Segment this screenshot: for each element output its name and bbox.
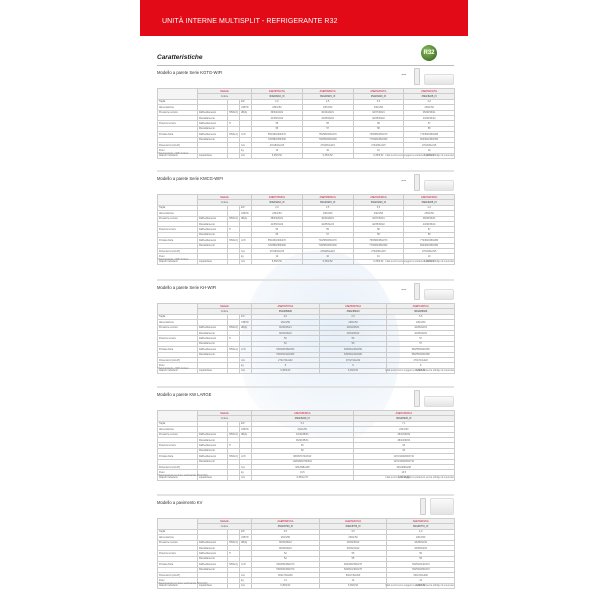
row-sublabel: Liquido/Gas xyxy=(197,152,228,160)
value-cell: 6,35/9,52 xyxy=(403,152,456,160)
header-row-model: Modello ASEH07KHCA ASEH09KHCA ASEH12KHCA xyxy=(157,302,455,315)
disclaimer: I dati tecnici sono soggetti a variazion… xyxy=(384,584,454,587)
remote-icon xyxy=(414,174,420,191)
value-cell: 6,35/9,52 xyxy=(251,152,303,160)
value-cell: 6,35/9,52 xyxy=(386,582,455,590)
section-title: Modello a parete Serie KMCG-WIFI xyxy=(157,176,224,181)
page-heading: Caratteristiche xyxy=(157,54,203,61)
footnote: * Telecomando + WiFi incluso xyxy=(157,152,189,155)
table-row: Riscaldamento 52 55 56 xyxy=(157,555,455,563)
header-blank xyxy=(157,518,198,530)
section-divider xyxy=(157,386,454,388)
wall-unit-icon xyxy=(424,396,454,407)
row-mode xyxy=(227,582,240,590)
row-unit: mm xyxy=(238,258,253,266)
header-row-code: Codice 3NGF89000 3NGF89010 3NGF89020 xyxy=(158,308,455,315)
table-row: Attacchi tubazioni Liquido/Gas mm 6,35/12,7… xyxy=(157,474,456,482)
value-cell: 6,35/9,52 xyxy=(318,367,388,375)
table-row: Taglia kW 2,0 2,5 3,5 4,2 xyxy=(157,204,456,212)
value-cell: 6,35/15,88 xyxy=(352,474,456,482)
title-banner: UNITÀ INTERNE MULTISPLIT - REFRIGERANTE … xyxy=(140,0,468,36)
value-cell: 6,35/9,52 xyxy=(251,367,320,375)
footnote: * Telecomando con timer settimanale INCL… xyxy=(157,582,208,585)
disclaimer: I dati tecnici sono soggetti a variazion… xyxy=(384,260,454,263)
table-row: Attacchi tubazioni Liquido/Gas mm 6,35/9,52… xyxy=(157,582,455,590)
remote-icon xyxy=(414,283,420,300)
value-cell: 6,35/9,52 xyxy=(251,258,303,266)
table-row: Taglia kW 2,0 2,5 3,5 4,2 xyxy=(157,98,456,106)
spec-table: Modello ASEH18KWCA ASEH24KWCA Codice 3NGF824… xyxy=(157,409,456,482)
wall-unit-icon xyxy=(424,289,454,300)
wifi-icon: ⌔ xyxy=(400,72,408,81)
table-row: Attacchi tubazioni Liquido/Gas mm 6,35/9,52… xyxy=(157,367,455,375)
section-title: Modello a parete KW LARGE xyxy=(157,392,212,397)
spec-table: Modello ASEH07KGTG ASEH09KGTG ASEH12KGTG ASE… xyxy=(157,87,456,160)
section-title: Modello a parete Serie KH-WIFI xyxy=(157,285,217,290)
header-blank xyxy=(157,410,198,422)
header-blank xyxy=(157,88,198,100)
divider xyxy=(157,65,454,66)
banner-title: UNITÀ INTERNE MULTISPLIT - REFRIGERANTE … xyxy=(162,18,338,25)
section-divider xyxy=(157,170,454,172)
header-blank xyxy=(157,303,198,315)
disclaimer: I dati tecnici sono soggetti a variazion… xyxy=(384,154,454,157)
r32-badge-icon: R32 xyxy=(421,45,437,61)
table-row: Riscaldamento 38/34/28/22 40/34/30/22 42/36… xyxy=(157,329,455,337)
table-row: Dimensioni (AxLxP) mm 270x834x215 270x834x2… xyxy=(157,247,456,255)
row-sublabel: Liquido/Gas xyxy=(197,258,228,266)
value-cell: 6,35/9,52 xyxy=(301,152,354,160)
section-divider xyxy=(157,494,454,496)
value-cell: 6,35/9,52 xyxy=(318,582,388,590)
remote-icon xyxy=(414,390,420,407)
row-mode xyxy=(227,258,240,266)
table-row: Attacchi tubazioni Liquido/Gas mm 6,35/9,52… xyxy=(157,258,456,266)
row-unit: mm xyxy=(238,582,253,590)
row-unit: mm xyxy=(238,367,253,375)
spec-table: Modello ASEH07KMCG ASEH09KMCG ASEH12KMCG ASE… xyxy=(157,193,456,266)
remote-icon xyxy=(420,498,426,515)
disclaimer: I dati tecnici sono soggetti a variazion… xyxy=(384,369,454,372)
footnote: * Telecomando con timer settimanale INCL… xyxy=(157,474,208,477)
row-mode xyxy=(227,474,240,482)
section-title: Modello a parete Serie KGTG-WIFI xyxy=(157,70,223,75)
header-row-code: Codice 3NGF9210_IX 3NGF9215_IX 3NGF9220_IX 3… xyxy=(158,199,456,206)
wifi-icon: ⌔ xyxy=(400,178,408,187)
value-cell: 6,35/9,52 xyxy=(403,258,456,266)
disclaimer: I dati tecnici sono soggetti a variazion… xyxy=(384,476,454,479)
value-cell: 6,35/12,70 xyxy=(251,474,354,482)
footnote: * Telecomando + WiFi incluso xyxy=(157,367,189,370)
wall-unit-icon xyxy=(424,180,454,191)
table-row: Dimensioni (AxLxP) mm 270x834x215 270x834x2… xyxy=(157,141,456,149)
header-blank xyxy=(157,194,198,206)
wall-unit-icon xyxy=(424,74,454,85)
footnote: * Telecomando + WiFi incluso xyxy=(157,258,189,261)
value-cell: 6,35/9,52 xyxy=(301,258,354,266)
spec-table: Modello AGEH09KVCA AGEH12KVCA AGEH14KVCA Cod… xyxy=(157,517,455,590)
row-sublabel: Liquido/Gas xyxy=(197,367,228,375)
floor-unit-icon xyxy=(430,498,454,515)
table-row: Pressione sonora Raffreddamento H/M/L/Q dB(… xyxy=(157,109,456,116)
value-cell: 6,35/9,52 xyxy=(251,582,320,590)
row-unit: mm xyxy=(238,474,253,482)
wifi-icon: ⌔ xyxy=(400,287,408,296)
row-mode xyxy=(227,367,240,375)
row-mode xyxy=(227,152,240,160)
spec-table: Modello ASEH07KHCA ASEH09KHCA ASEH12KHCA Cod… xyxy=(157,302,455,375)
value-cell: 6,35/9,52 xyxy=(386,367,455,375)
section-divider xyxy=(157,279,454,281)
row-unit: mm xyxy=(238,152,253,160)
section-title: Modello a pavimento KV xyxy=(157,500,203,505)
table-row: Attacchi tubazioni Liquido/Gas mm 6,35/9,52… xyxy=(157,152,456,160)
remote-icon xyxy=(414,68,420,85)
